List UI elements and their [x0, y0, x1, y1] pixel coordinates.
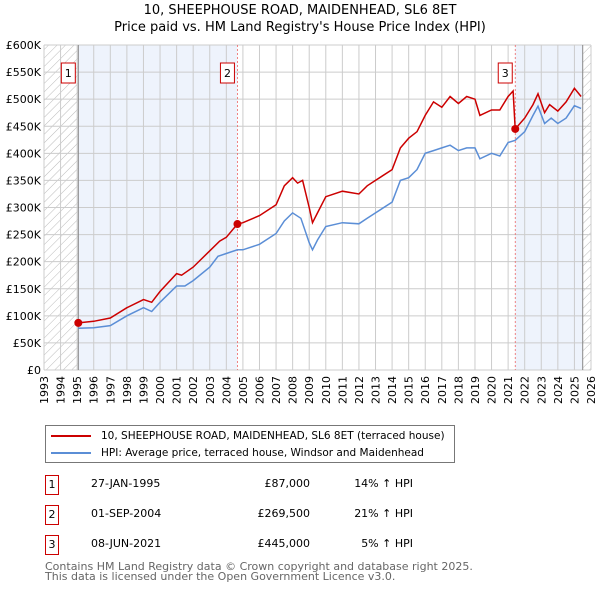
transaction-hpi: 14% ↑ HPI	[354, 477, 413, 490]
x-tick-label: 2006	[253, 376, 266, 404]
transaction-number: 3	[45, 535, 59, 555]
x-tick-label: 2022	[519, 376, 532, 404]
chart-title: 10, SHEEPHOUSE ROAD, MAIDENHEAD, SL6 8ET	[143, 3, 457, 18]
y-tick-label: £150K	[6, 283, 42, 296]
legend-swatch-red	[51, 435, 91, 437]
sale-label: 2	[224, 67, 231, 80]
x-tick-label: 2024	[552, 376, 565, 404]
transaction-date: 08-JUN-2021	[91, 537, 162, 550]
x-tick-label: 2002	[187, 376, 200, 404]
sale-label-box	[60, 62, 76, 84]
chart-subtitle: Price paid vs. HM Land Registry's House …	[114, 20, 486, 35]
x-tick-label: 2008	[287, 376, 300, 404]
transaction-row: 1 27-JAN-1995 £87,000 14% ↑ HPI	[45, 475, 465, 495]
x-tick-label: 1997	[104, 376, 117, 404]
x-tick-label: 2014	[386, 376, 399, 404]
legend-item-property: 10, SHEEPHOUSE ROAD, MAIDENHEAD, SL6 8ET…	[51, 428, 445, 444]
x-tick-label: 2007	[270, 376, 283, 404]
transaction-hpi: 21% ↑ HPI	[354, 507, 413, 520]
legend-item-hpi: HPI: Average price, terraced house, Wind…	[51, 445, 424, 461]
x-tick-label: 1995	[71, 376, 84, 404]
y-tick-label: £400K	[6, 147, 42, 160]
transaction-price: £87,000	[264, 477, 311, 490]
legend-swatch-blue	[51, 452, 91, 454]
sale-point	[233, 220, 242, 229]
footer-licence: This data is licensed under the Open Gov…	[45, 570, 396, 583]
y-tick-label: £0	[27, 364, 41, 377]
x-tick-label: 2009	[303, 376, 316, 404]
x-tick-label: 2025	[568, 376, 581, 404]
transaction-number: 2	[45, 505, 59, 525]
legend-label: 10, SHEEPHOUSE ROAD, MAIDENHEAD, SL6 8ET…	[101, 430, 445, 442]
x-tick-label: 2021	[502, 376, 515, 404]
x-tick-label: 2004	[220, 376, 233, 404]
x-tick-label: 1996	[88, 376, 101, 404]
x-tick-label: 2010	[320, 376, 333, 404]
footer-copyright: Contains HM Land Registry data © Crown c…	[45, 560, 473, 573]
x-tick-label: 2015	[403, 376, 416, 404]
chart-legend: 10, SHEEPHOUSE ROAD, MAIDENHEAD, SL6 8ET…	[45, 425, 455, 463]
y-tick-label: £250K	[6, 229, 42, 242]
x-tick-label: 2020	[486, 376, 499, 404]
x-tick-label: 2026	[585, 376, 598, 404]
x-tick-label: 2012	[353, 376, 366, 404]
x-tick-label: 2016	[419, 376, 432, 404]
x-tick-label: 1999	[137, 376, 150, 404]
x-tick-label: 1998	[121, 376, 134, 404]
y-tick-label: £350K	[6, 174, 42, 187]
y-tick-label: £50K	[13, 337, 42, 350]
x-tick-label: 2013	[370, 376, 383, 404]
y-tick-label: £450K	[6, 120, 42, 133]
sale-point	[74, 318, 83, 327]
sale-label: 3	[502, 67, 509, 80]
x-tick-label: 1993	[38, 376, 51, 404]
y-tick-label: £300K	[6, 202, 42, 215]
transaction-date: 27-JAN-1995	[91, 477, 161, 490]
sale-label-box	[497, 62, 513, 84]
sale-label: 1	[65, 67, 72, 80]
transaction-date: 01-SEP-2004	[91, 507, 162, 520]
legend-label: HPI: Average price, terraced house, Wind…	[101, 447, 424, 459]
x-tick-label: 2005	[237, 376, 250, 404]
x-tick-label: 2000	[154, 376, 167, 404]
x-tick-label: 2019	[469, 376, 482, 404]
sale-point	[511, 124, 520, 133]
transaction-hpi: 5% ↑ HPI	[361, 537, 413, 550]
transaction-row: 3 08-JUN-2021 £445,000 5% ↑ HPI	[45, 535, 465, 555]
y-tick-label: £200K	[6, 256, 42, 269]
hpi-line	[78, 104, 582, 330]
sale-label-box	[219, 62, 235, 84]
y-tick-label: £550K	[6, 66, 42, 79]
y-tick-label: £500K	[6, 93, 42, 106]
x-tick-label: 2003	[204, 376, 217, 404]
transaction-price: £269,500	[257, 507, 311, 520]
y-tick-label: £600K	[6, 39, 42, 52]
x-tick-label: 2017	[436, 376, 449, 404]
x-tick-label: 1994	[55, 376, 68, 404]
x-tick-label: 2001	[171, 376, 184, 404]
x-tick-label: 2011	[336, 376, 349, 404]
transaction-number: 1	[45, 475, 59, 495]
transaction-row: 2 01-SEP-2004 £269,500 21% ↑ HPI	[45, 505, 465, 525]
transaction-price: £445,000	[257, 537, 311, 550]
y-tick-label: £100K	[6, 310, 42, 323]
x-tick-label: 2023	[535, 376, 548, 404]
price-chart: 1993 1994 1995 1996 1997 1998 1999 2000 2001 2002…	[6, 39, 598, 404]
x-tick-label: 2018	[452, 376, 465, 404]
